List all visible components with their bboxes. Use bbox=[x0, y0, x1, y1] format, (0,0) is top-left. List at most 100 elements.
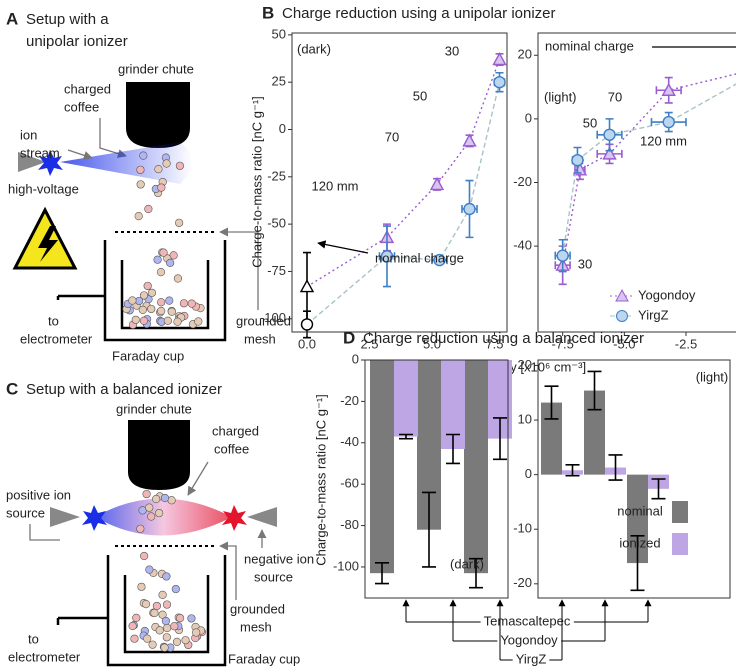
panel-title: Setup with a balanced ionizer bbox=[26, 381, 222, 398]
particle bbox=[179, 299, 189, 308]
particle bbox=[159, 248, 168, 257]
particle bbox=[165, 296, 174, 305]
x-tick-label: -7.5 bbox=[551, 336, 573, 351]
y-tick-label: 50 bbox=[272, 26, 286, 41]
label: grinder chute bbox=[116, 401, 192, 416]
particle bbox=[158, 590, 167, 599]
plot-frame bbox=[537, 359, 731, 599]
arrow bbox=[29, 524, 60, 541]
particle bbox=[156, 268, 166, 277]
ion-cloud bbox=[95, 498, 232, 536]
particle bbox=[132, 613, 141, 622]
particles bbox=[122, 151, 205, 329]
annotation: 50 bbox=[413, 88, 427, 103]
particle bbox=[147, 512, 156, 521]
annotation: 30 bbox=[445, 43, 459, 58]
bar bbox=[584, 390, 605, 475]
annotation: (light) bbox=[696, 369, 729, 384]
y-tick-label: -20 bbox=[340, 393, 359, 408]
arrow bbox=[99, 118, 127, 158]
lightning bbox=[38, 226, 58, 262]
panel-letter: A bbox=[6, 9, 18, 28]
y-tick-label: -50 bbox=[267, 216, 286, 231]
particles bbox=[128, 489, 207, 652]
particle bbox=[136, 180, 145, 189]
y-tick-label: 20 bbox=[518, 357, 532, 372]
series-line bbox=[561, 83, 736, 256]
y-tick-label: 0 bbox=[352, 351, 359, 366]
particle bbox=[128, 621, 137, 631]
particle bbox=[155, 626, 164, 635]
series-line bbox=[306, 82, 501, 325]
y-tick-label: -40 bbox=[340, 434, 359, 449]
arrow bbox=[67, 149, 93, 160]
chart-title: Charge reduction using a unipolar ionize… bbox=[282, 5, 556, 22]
particle bbox=[192, 628, 201, 637]
category-label: YirgZ bbox=[516, 651, 547, 666]
particle bbox=[139, 151, 148, 160]
particle bbox=[147, 304, 156, 314]
arrow bbox=[187, 461, 209, 496]
error-bar bbox=[446, 433, 460, 465]
annotation: 30 bbox=[578, 256, 592, 271]
annotation: nominal charge bbox=[375, 250, 464, 265]
particle bbox=[162, 633, 171, 642]
error-bar bbox=[608, 454, 623, 481]
y-tick-label: -20 bbox=[513, 174, 532, 189]
legend-swatch bbox=[672, 533, 688, 555]
particle bbox=[170, 622, 179, 631]
x-tick-label: 5.0 bbox=[423, 336, 441, 351]
legend-marker bbox=[615, 288, 629, 302]
particle bbox=[130, 634, 139, 643]
particle bbox=[157, 183, 166, 192]
y-tick-label: 20 bbox=[518, 47, 532, 62]
particle bbox=[161, 616, 170, 626]
bar bbox=[394, 360, 418, 437]
grinder-chute bbox=[126, 82, 190, 148]
annotation: 70 bbox=[608, 89, 622, 104]
marker bbox=[556, 249, 569, 262]
marker bbox=[463, 202, 476, 216]
label-background bbox=[512, 651, 550, 667]
x-tick-label: 7.5 bbox=[485, 336, 503, 351]
y-tick-label: -40 bbox=[513, 238, 532, 253]
particle bbox=[173, 274, 183, 283]
error-bar bbox=[544, 385, 559, 420]
particle bbox=[131, 315, 140, 324]
annotation: (dark) bbox=[297, 41, 331, 56]
particle bbox=[158, 610, 167, 619]
ionizer bbox=[50, 507, 80, 527]
annotation-arrow bbox=[652, 46, 736, 48]
particle bbox=[175, 218, 184, 227]
marker bbox=[571, 154, 584, 167]
panel-letter: B bbox=[262, 3, 274, 22]
error-bar bbox=[651, 478, 666, 500]
y-tick-label: -10 bbox=[513, 521, 532, 536]
particle bbox=[137, 582, 146, 591]
particle bbox=[150, 608, 159, 618]
label: charged bbox=[212, 423, 259, 438]
particle bbox=[136, 524, 145, 533]
label-background bbox=[497, 632, 562, 648]
y-tick-label: -100 bbox=[260, 310, 286, 325]
bar bbox=[464, 360, 488, 574]
chart-title: Charge reduction using a balanced ionize… bbox=[363, 330, 644, 347]
particle bbox=[160, 643, 169, 652]
marker bbox=[492, 52, 507, 66]
error-bar bbox=[587, 370, 602, 411]
annotation: (dark) bbox=[450, 556, 484, 571]
legend-label: ionized bbox=[619, 535, 660, 550]
marker bbox=[433, 253, 446, 267]
label: negative ion bbox=[244, 551, 314, 566]
y-axis-label: Charge-to-mass ratio [nC g⁻¹] bbox=[249, 96, 264, 268]
label: grinder chute bbox=[118, 61, 194, 76]
particle bbox=[163, 623, 172, 633]
particle bbox=[155, 508, 164, 518]
particle bbox=[136, 165, 145, 174]
label: electrometer bbox=[20, 331, 93, 346]
bar bbox=[627, 474, 648, 564]
legend-marker bbox=[616, 310, 628, 322]
panel-title: Setup with a bbox=[26, 11, 109, 28]
particle bbox=[154, 165, 163, 174]
